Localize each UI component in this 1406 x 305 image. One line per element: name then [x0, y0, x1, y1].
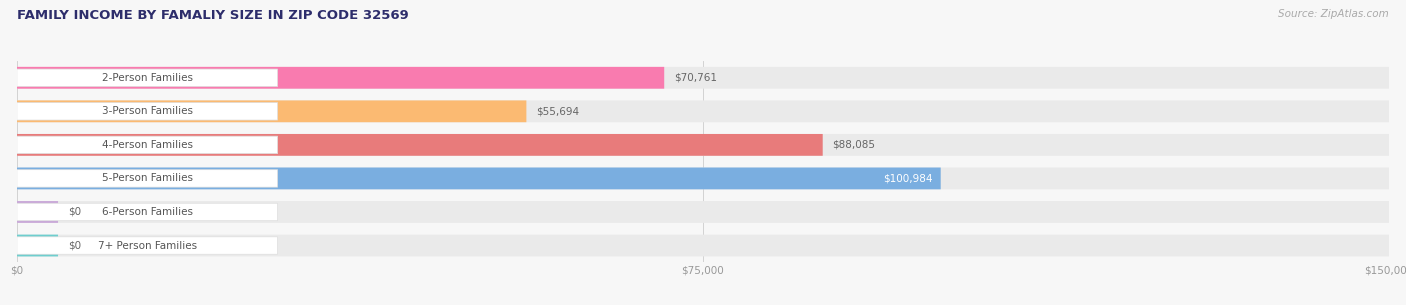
FancyBboxPatch shape	[17, 100, 526, 122]
Text: $70,761: $70,761	[673, 73, 717, 83]
FancyBboxPatch shape	[17, 235, 58, 257]
FancyBboxPatch shape	[17, 167, 1389, 189]
FancyBboxPatch shape	[17, 167, 941, 189]
FancyBboxPatch shape	[17, 134, 823, 156]
FancyBboxPatch shape	[17, 201, 58, 223]
FancyBboxPatch shape	[17, 235, 1389, 257]
Text: 5-Person Families: 5-Person Families	[101, 174, 193, 183]
Text: $0: $0	[67, 207, 80, 217]
Text: 4-Person Families: 4-Person Families	[101, 140, 193, 150]
Text: $88,085: $88,085	[832, 140, 876, 150]
Text: $55,694: $55,694	[536, 106, 579, 116]
Text: $100,984: $100,984	[883, 174, 932, 183]
FancyBboxPatch shape	[17, 134, 1389, 156]
FancyBboxPatch shape	[17, 136, 277, 154]
Text: $0: $0	[67, 241, 80, 250]
Text: 2-Person Families: 2-Person Families	[101, 73, 193, 83]
FancyBboxPatch shape	[17, 67, 664, 89]
FancyBboxPatch shape	[17, 102, 277, 120]
Text: FAMILY INCOME BY FAMALIY SIZE IN ZIP CODE 32569: FAMILY INCOME BY FAMALIY SIZE IN ZIP COD…	[17, 9, 409, 22]
FancyBboxPatch shape	[17, 170, 277, 187]
FancyBboxPatch shape	[17, 69, 277, 87]
Text: 3-Person Families: 3-Person Families	[101, 106, 193, 116]
Text: 7+ Person Families: 7+ Person Families	[97, 241, 197, 250]
FancyBboxPatch shape	[17, 201, 1389, 223]
Text: 6-Person Families: 6-Person Families	[101, 207, 193, 217]
Text: Source: ZipAtlas.com: Source: ZipAtlas.com	[1278, 9, 1389, 19]
FancyBboxPatch shape	[17, 100, 1389, 122]
FancyBboxPatch shape	[17, 203, 277, 221]
FancyBboxPatch shape	[17, 237, 277, 254]
FancyBboxPatch shape	[17, 67, 1389, 89]
